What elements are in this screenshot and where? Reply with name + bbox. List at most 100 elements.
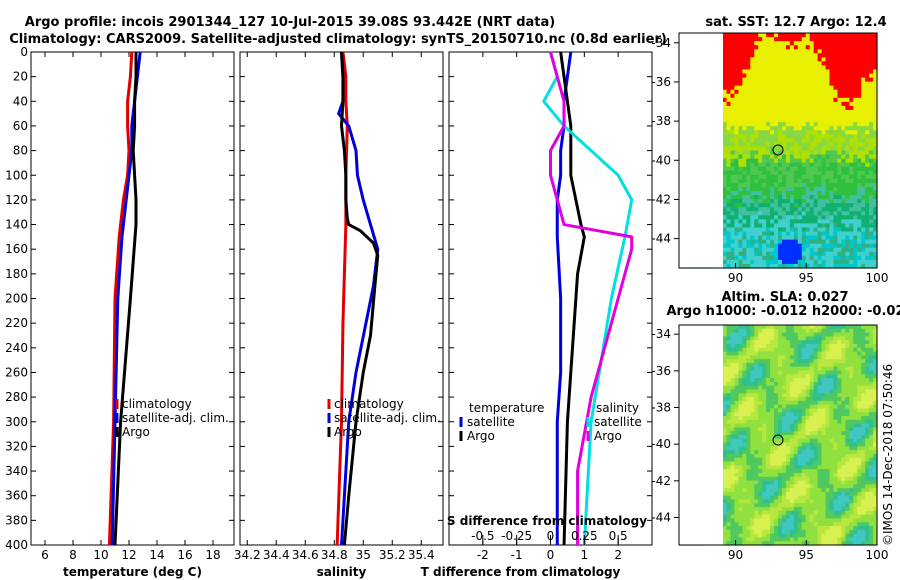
map-cell xyxy=(817,114,823,119)
map-cell xyxy=(758,109,763,115)
map-cell xyxy=(841,340,846,345)
map-cell xyxy=(726,419,732,425)
map-cell xyxy=(785,207,791,212)
map-cell xyxy=(785,404,791,410)
map-cell xyxy=(730,150,736,156)
map-cell xyxy=(750,465,755,470)
map-cell xyxy=(841,186,846,192)
map-cell xyxy=(750,162,755,168)
map-cell xyxy=(837,77,842,83)
map-cell xyxy=(762,431,767,436)
map-cell xyxy=(750,419,755,425)
map-cell xyxy=(785,170,791,176)
map-cell xyxy=(869,239,874,245)
map-cell xyxy=(817,85,823,91)
map-cell xyxy=(837,239,842,245)
map-cell xyxy=(738,85,743,91)
map-cell xyxy=(869,400,874,406)
map-cell xyxy=(853,397,858,402)
map-cell xyxy=(833,397,838,402)
map-cell xyxy=(797,118,803,123)
map-cell xyxy=(726,211,732,216)
map-cell xyxy=(813,105,819,111)
map-cell xyxy=(774,191,779,196)
map-cell xyxy=(742,89,747,95)
map-cell xyxy=(833,446,838,451)
map-cell xyxy=(766,472,771,478)
map-cell xyxy=(797,97,803,103)
map-cell xyxy=(785,408,791,413)
map-cell xyxy=(809,476,815,482)
map-cell xyxy=(758,81,763,87)
map-cell xyxy=(742,243,747,249)
map-cell xyxy=(817,404,823,410)
map-cell xyxy=(813,138,819,143)
map-cell xyxy=(734,41,739,46)
map-cell xyxy=(861,53,866,58)
map-cell xyxy=(837,69,842,75)
map-cell xyxy=(785,158,791,164)
map-cell xyxy=(726,400,732,406)
map-cell xyxy=(758,142,763,148)
map-cell xyxy=(734,404,739,410)
map-cell xyxy=(778,215,783,220)
map-cell xyxy=(766,231,771,237)
map-cell xyxy=(833,469,838,474)
map-cell xyxy=(869,438,874,444)
map-cell xyxy=(837,397,842,402)
map-cell xyxy=(793,328,799,334)
map-cell xyxy=(746,178,751,184)
map-cell xyxy=(766,41,771,46)
map-cell xyxy=(778,235,783,241)
map-cell xyxy=(754,105,759,111)
map-cell xyxy=(774,109,779,115)
map-cell xyxy=(805,211,811,216)
map-cell xyxy=(829,378,835,383)
map-cell xyxy=(821,259,827,265)
map-cell xyxy=(797,461,803,466)
map-cell xyxy=(841,416,846,421)
map-cell xyxy=(869,65,874,71)
map-cell xyxy=(797,259,803,265)
map-cell xyxy=(781,239,787,245)
map-cell xyxy=(774,450,779,455)
map-cell xyxy=(762,381,767,387)
map-cell xyxy=(833,393,838,398)
map-cell xyxy=(722,114,728,119)
map-cell xyxy=(797,251,803,257)
map-cell xyxy=(865,142,870,148)
map-cell xyxy=(730,142,736,148)
map-cell xyxy=(817,431,823,436)
map-cell xyxy=(821,453,827,459)
map-cell xyxy=(845,61,850,67)
map-cell xyxy=(750,328,755,334)
map-cell xyxy=(865,73,870,79)
map-cell xyxy=(781,381,787,387)
map-cell xyxy=(825,191,831,196)
map-cell xyxy=(738,41,743,46)
map-cell xyxy=(845,476,850,482)
map-cell xyxy=(778,89,783,95)
map-cell xyxy=(750,93,755,99)
map-cell xyxy=(793,255,799,261)
map-cell xyxy=(754,134,759,139)
map-cell xyxy=(726,158,732,164)
map-cell xyxy=(873,239,878,245)
map-cell xyxy=(785,126,791,131)
map-cell xyxy=(738,374,743,379)
map-cell xyxy=(758,259,763,265)
map-cell xyxy=(730,85,736,91)
map-cell xyxy=(849,158,854,164)
map-cell xyxy=(825,340,831,345)
map-cell xyxy=(750,203,755,208)
map-cell xyxy=(829,476,835,482)
map-cell xyxy=(861,215,866,220)
map-cell xyxy=(869,101,874,107)
map-cell xyxy=(821,81,827,87)
map-cell xyxy=(861,469,866,474)
map-cell xyxy=(797,166,803,172)
map-cell xyxy=(873,450,878,455)
map-cell xyxy=(754,138,759,143)
map-cell xyxy=(809,263,815,269)
map-cell xyxy=(857,450,862,455)
